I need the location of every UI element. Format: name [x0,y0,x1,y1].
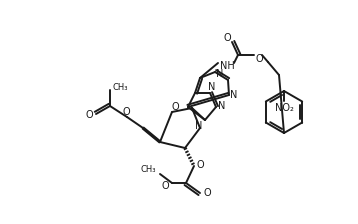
Text: N: N [216,69,224,79]
Text: O: O [223,33,231,43]
Text: O: O [85,110,93,120]
Text: O: O [122,107,130,117]
Text: O: O [196,160,204,170]
Text: CH₃: CH₃ [112,82,128,91]
Text: O: O [203,188,211,198]
Text: N: N [218,101,226,111]
Text: O: O [171,102,179,112]
Text: N: N [230,90,238,100]
Text: O: O [255,54,263,64]
Text: NH: NH [219,61,234,71]
Text: N: N [208,82,216,92]
Text: NO₂: NO₂ [275,103,294,113]
Text: CH₃: CH₃ [140,164,156,174]
Text: N: N [195,121,203,131]
Text: O: O [161,181,169,191]
